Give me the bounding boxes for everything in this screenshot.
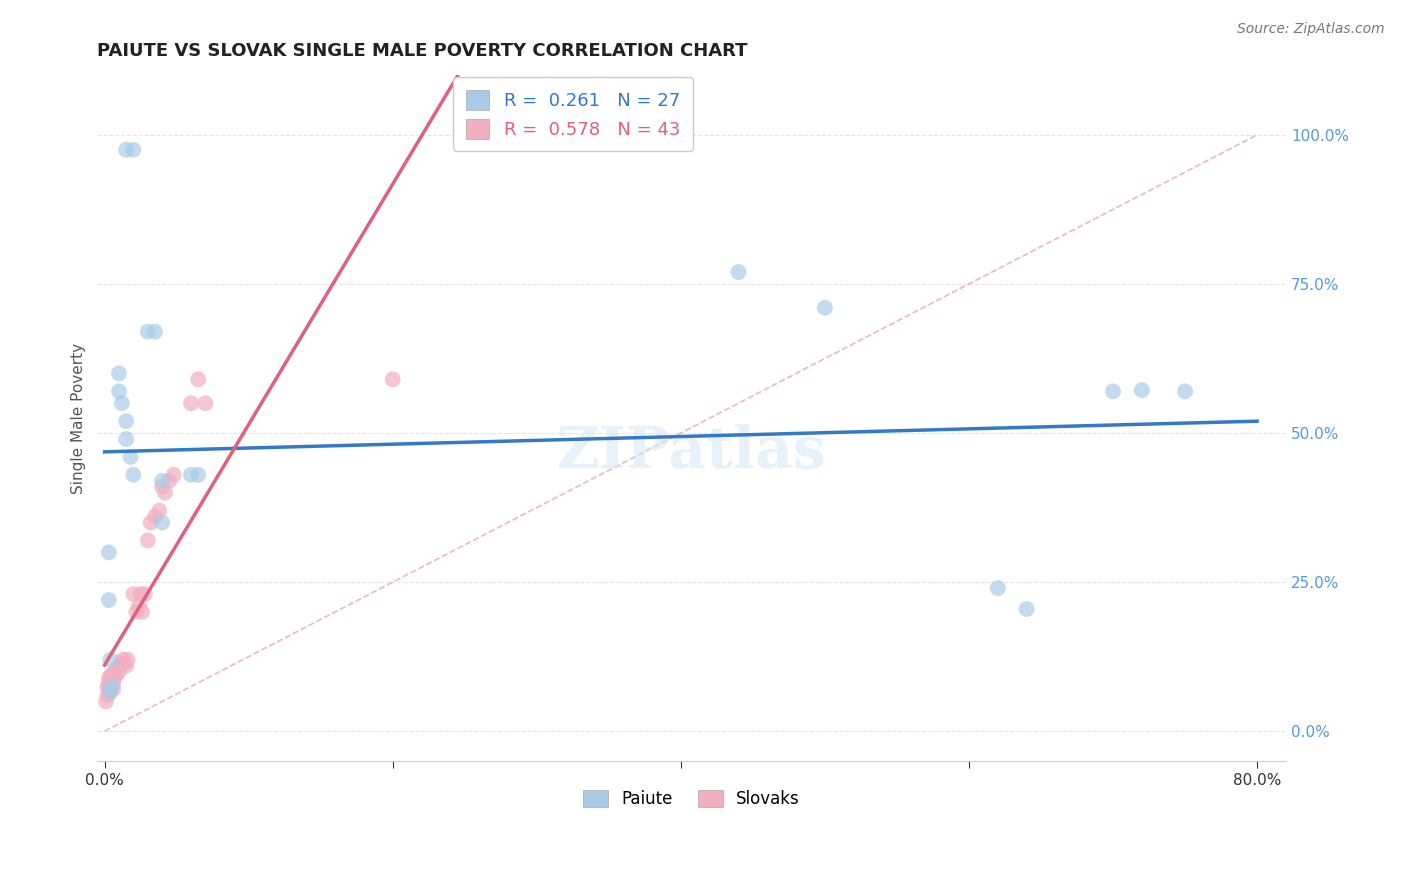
Point: [153, 485, 176, 500]
Point: [103, 682, 125, 697]
Point: [814, 301, 837, 315]
Point: [98, 685, 121, 699]
Point: [108, 367, 131, 381]
Point: [143, 509, 166, 524]
Point: [122, 587, 145, 601]
Point: [117, 653, 139, 667]
Point: [122, 143, 145, 157]
Point: [150, 480, 173, 494]
Point: [115, 658, 138, 673]
Point: [131, 605, 153, 619]
Point: [187, 467, 209, 482]
Point: [108, 658, 131, 673]
Point: [129, 587, 152, 601]
Point: [97, 682, 120, 697]
Point: [180, 396, 202, 410]
Point: [136, 533, 159, 548]
Point: [157, 474, 180, 488]
Point: [148, 503, 170, 517]
Point: [98, 653, 121, 667]
Point: [122, 467, 145, 482]
Point: [108, 665, 131, 679]
Text: PAIUTE VS SLOVAK SINGLE MALE POVERTY CORRELATION CHART: PAIUTE VS SLOVAK SINGLE MALE POVERTY COR…: [97, 42, 748, 60]
Point: [1102, 384, 1125, 399]
Point: [98, 676, 121, 690]
Point: [94, 694, 117, 708]
Point: [111, 656, 134, 670]
Point: [98, 682, 121, 697]
Point: [115, 143, 138, 157]
Point: [727, 265, 749, 279]
Point: [97, 671, 120, 685]
Point: [104, 665, 127, 679]
Text: Source: ZipAtlas.com: Source: ZipAtlas.com: [1237, 22, 1385, 37]
Point: [120, 450, 142, 464]
Point: [1130, 383, 1153, 397]
Point: [134, 587, 156, 601]
Point: [194, 396, 217, 410]
Point: [187, 372, 209, 386]
Point: [110, 658, 132, 673]
Point: [163, 467, 186, 482]
Point: [105, 667, 128, 681]
Point: [150, 516, 173, 530]
Point: [97, 545, 120, 559]
Point: [139, 516, 162, 530]
Point: [112, 653, 135, 667]
Point: [125, 605, 148, 619]
Point: [115, 414, 138, 428]
Legend: Paiute, Slovaks: Paiute, Slovaks: [576, 783, 807, 814]
Point: [128, 599, 150, 613]
Point: [150, 474, 173, 488]
Point: [115, 432, 138, 446]
Point: [143, 325, 166, 339]
Point: [114, 656, 136, 670]
Y-axis label: Single Male Poverty: Single Male Poverty: [72, 343, 86, 493]
Point: [96, 680, 118, 694]
Point: [1174, 384, 1197, 399]
Point: [98, 673, 121, 688]
Point: [100, 671, 122, 685]
Point: [104, 671, 127, 685]
Point: [111, 396, 134, 410]
Point: [97, 676, 120, 690]
Point: [103, 676, 125, 690]
Point: [987, 581, 1010, 595]
Point: [136, 325, 159, 339]
Point: [103, 667, 125, 681]
Point: [180, 467, 202, 482]
Point: [108, 384, 131, 399]
Point: [100, 680, 122, 694]
Text: ZIPatlas: ZIPatlas: [557, 425, 827, 481]
Point: [100, 667, 122, 681]
Point: [96, 689, 118, 703]
Point: [381, 372, 404, 386]
Point: [1015, 602, 1038, 616]
Point: [97, 593, 120, 607]
